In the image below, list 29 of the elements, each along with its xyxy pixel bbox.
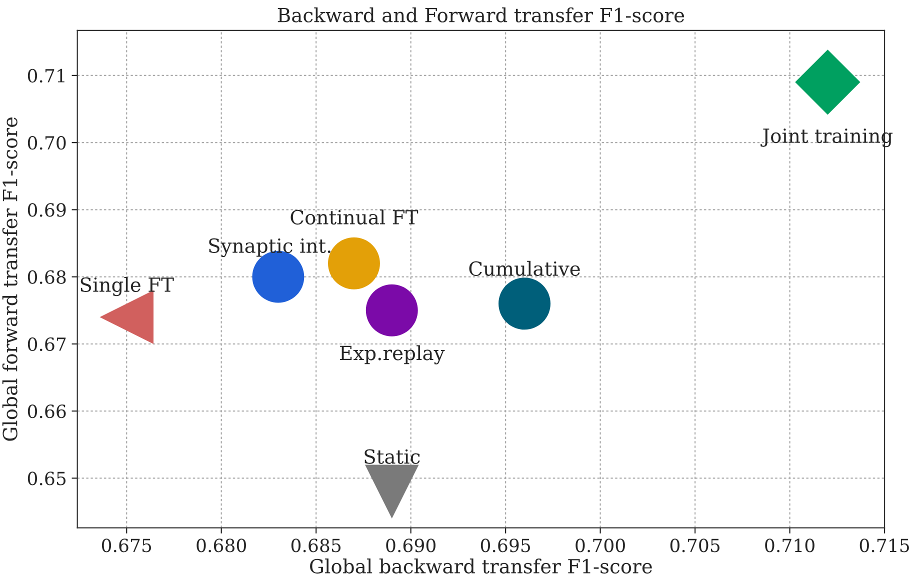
x-tick-label: 0.675 bbox=[102, 538, 152, 552]
series-label: Synaptic int. bbox=[209, 238, 330, 258]
y-tick-label: 0.67 bbox=[28, 337, 66, 352]
y-tick-label: 0.71 bbox=[28, 68, 64, 83]
x-axis-title: Global backward transfer F1-score bbox=[310, 558, 652, 574]
x-tick-label: 0.710 bbox=[765, 538, 814, 552]
point bbox=[498, 278, 550, 330]
x-tick-label: 0.715 bbox=[860, 538, 909, 552]
x-tick-label: 0.690 bbox=[386, 538, 436, 552]
y-tick-label: 0.68 bbox=[28, 270, 66, 284]
series-label: Static bbox=[364, 449, 420, 464]
chart-title: Backward and Forward transfer F1-score bbox=[278, 7, 684, 22]
point bbox=[366, 284, 418, 336]
point bbox=[795, 50, 860, 115]
x-tick-label: 0.685 bbox=[291, 538, 341, 552]
y-tick-label: 0.66 bbox=[28, 404, 66, 418]
series-label: Cumulative bbox=[469, 260, 580, 276]
point bbox=[364, 464, 419, 518]
x-tick-label: 0.695 bbox=[480, 538, 530, 552]
x-tick-label: 0.680 bbox=[196, 538, 246, 552]
y-axis-title: Global forward transfer F1-score bbox=[2, 117, 18, 441]
y-tick-label: 0.70 bbox=[28, 136, 66, 150]
series-label: Continual FT bbox=[290, 210, 418, 225]
y-tick-label: 0.69 bbox=[28, 203, 66, 217]
x-tick-label: 0.700 bbox=[576, 538, 625, 552]
y-tick-label: 0.65 bbox=[28, 472, 66, 486]
series-label: Single FT bbox=[80, 276, 174, 296]
x-tick-label: 0.705 bbox=[670, 538, 720, 552]
series-label: Exp.replay bbox=[340, 345, 445, 364]
